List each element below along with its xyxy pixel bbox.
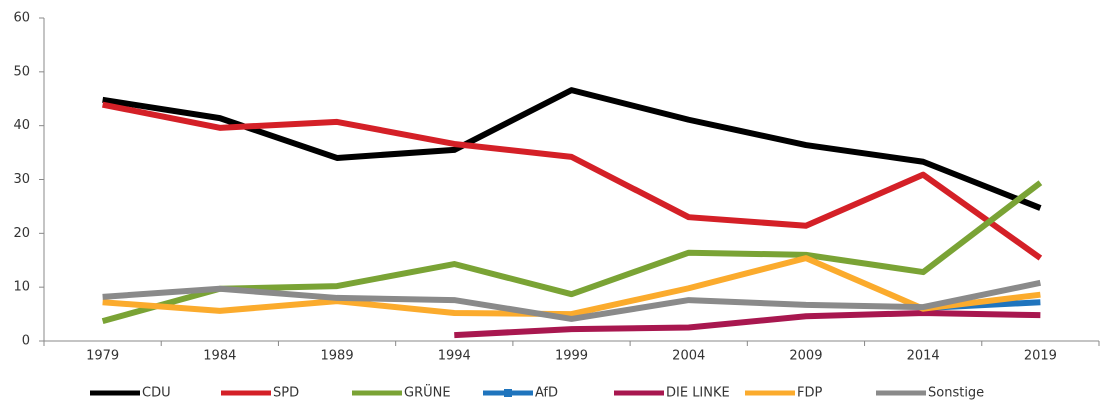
- x-tick-label: 2004: [672, 349, 705, 364]
- x-tick-label: 1984: [203, 349, 236, 364]
- series-line: [102, 87, 1042, 211]
- legend-label: FDP: [797, 386, 822, 401]
- x-tick-label: 1989: [321, 349, 354, 364]
- y-tick-label: 50: [13, 64, 30, 79]
- legend-marker: [504, 389, 512, 397]
- x-tick-label: 1979: [86, 349, 119, 364]
- x-tick-label: 2014: [907, 349, 940, 364]
- legend-label: Sonstige: [928, 386, 984, 401]
- x-tick-label: 2019: [1024, 349, 1057, 364]
- legend-label: GRÜNE: [404, 384, 451, 401]
- x-tick-label: 2009: [789, 349, 822, 364]
- series-line: [101, 180, 1043, 324]
- x-tick-label: 1999: [555, 349, 588, 364]
- y-tick-label: 10: [13, 280, 30, 295]
- series-line: [454, 310, 1041, 339]
- legend-label: AfD: [535, 386, 558, 401]
- series-line: [102, 255, 1041, 318]
- legend-label: DIE LINKE: [666, 386, 730, 401]
- y-tick-label: 30: [13, 172, 30, 187]
- series-line: [102, 101, 1043, 261]
- legend-label: CDU: [142, 386, 171, 401]
- x-tick-label: 1994: [438, 349, 471, 364]
- legend-label: SPD: [273, 386, 299, 401]
- series-line: [102, 279, 1041, 322]
- y-tick-label: 0: [22, 334, 30, 349]
- y-tick-label: 20: [13, 226, 30, 241]
- y-tick-label: 40: [13, 118, 30, 133]
- y-tick-label: 60: [13, 11, 30, 26]
